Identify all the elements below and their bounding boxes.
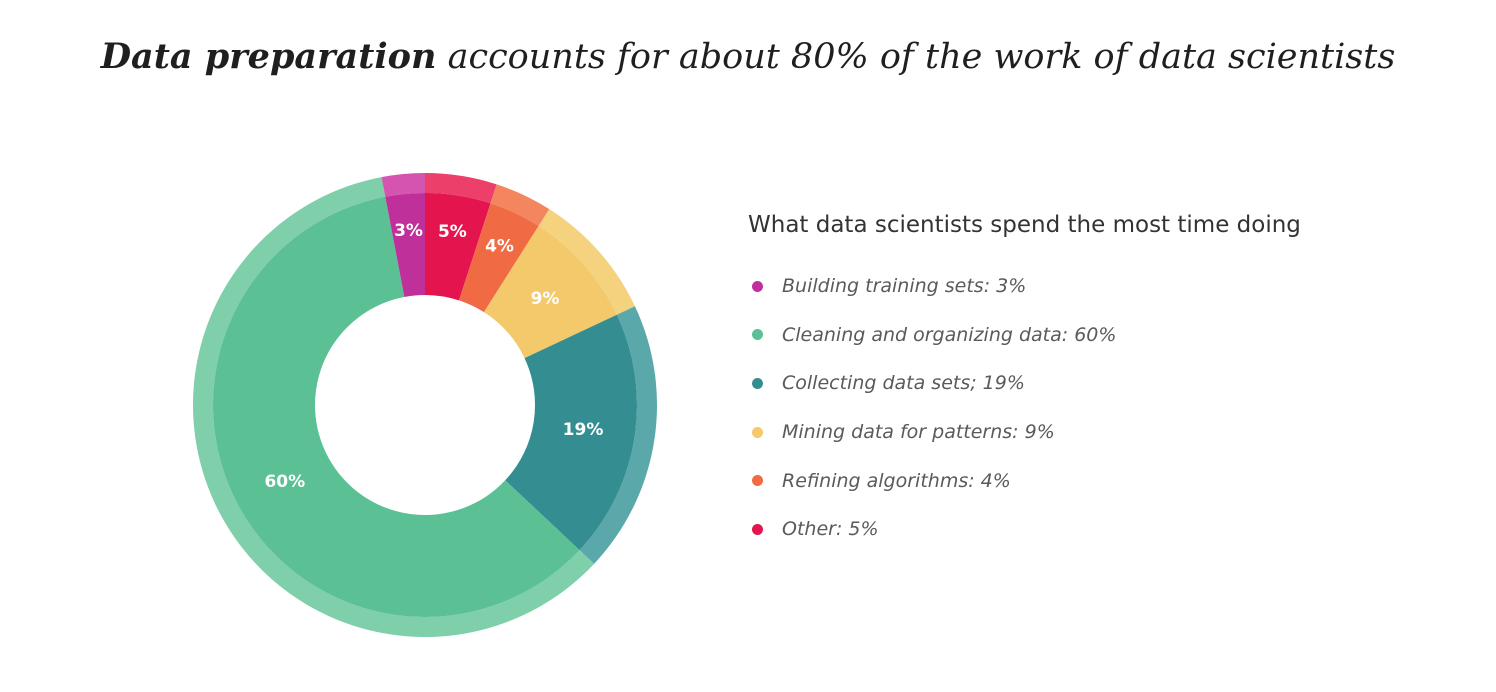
legend-item-building-training-sets: Building training sets: 3%	[748, 262, 1301, 311]
headline-rest: accounts for about 80% of the work of da…	[436, 37, 1396, 77]
slice-label-collecting-data-sets: 19%	[563, 420, 604, 440]
legend-label: Collecting data sets; 19%	[782, 372, 1025, 395]
chart-legend: What data scientists spend the most time…	[748, 212, 1301, 554]
legend-items: Building training sets: 3% Cleaning and o…	[748, 262, 1301, 554]
slice-outer-cleaning-and-organizing-data	[193, 177, 595, 637]
page-headline: Data preparation accounts for about 80% …	[0, 36, 1496, 77]
slice-cleaning-and-organizing-data	[213, 196, 580, 617]
slice-other	[425, 193, 491, 301]
legend-label: Building training sets: 3%	[782, 275, 1027, 298]
legend-label: Mining data for patterns: 9%	[782, 421, 1055, 444]
slice-collecting-data-sets	[505, 314, 637, 551]
slice-outer-other	[425, 173, 497, 204]
slice-outer-collecting-data-sets	[579, 306, 657, 564]
legend-label: Other: 5%	[782, 518, 879, 541]
legend-label: Cleaning and organizing data: 60%	[782, 323, 1117, 346]
slice-label-mining-data-for-patterns: 9%	[531, 289, 560, 309]
legend-item-mining-data-for-patterns: Mining data for patterns: 9%	[748, 408, 1301, 457]
slice-outer-refining-algorithms	[490, 184, 550, 227]
legend-dot	[752, 426, 763, 438]
donut-chart: 5% 4% 9% 19% 60% 3%	[193, 173, 657, 637]
slice-mining-data-for-patterns	[483, 226, 617, 359]
legend-dot	[752, 377, 763, 389]
slice-refining-algorithms	[458, 203, 539, 313]
legend-item-cleaning-and-organizing-data: Cleaning and organizing data: 60%	[748, 311, 1301, 360]
slice-label-refining-algorithms: 4%	[485, 237, 514, 257]
legend-dot	[752, 329, 763, 341]
legend-label: Refining algorithms: 4%	[782, 469, 1011, 492]
chart-title: What data scientists spend the most time…	[748, 212, 1301, 238]
slice-label-cleaning-and-organizing-data: 60%	[264, 472, 305, 492]
slice-outer-mining-data-for-patterns	[538, 209, 635, 315]
headline-bold: Data preparation	[100, 36, 437, 77]
legend-dot	[752, 280, 763, 292]
legend-dot	[752, 475, 763, 487]
slice-building-training-sets	[385, 193, 425, 297]
slice-label-building-training-sets: 3%	[394, 221, 423, 241]
legend-item-collecting-data-sets: Collecting data sets; 19%	[748, 359, 1301, 408]
legend-dot	[752, 523, 763, 535]
legend-item-refining-algorithms: Refining algorithms: 4%	[748, 456, 1301, 505]
slice-outer-building-training-sets	[381, 173, 425, 197]
slice-label-other: 5%	[438, 222, 467, 242]
legend-item-other: Other: 5%	[748, 505, 1301, 554]
